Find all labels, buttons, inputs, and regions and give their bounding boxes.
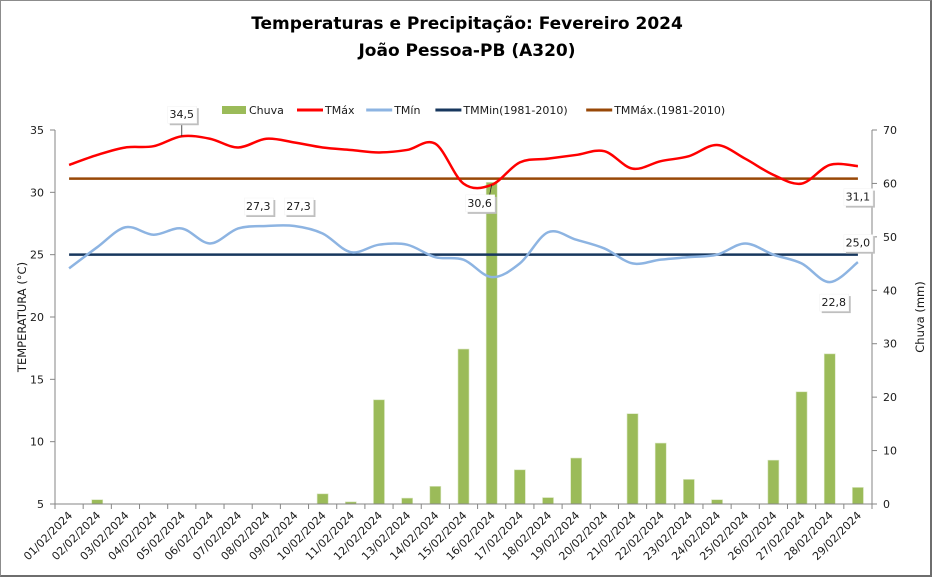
y-tick-label: 5 xyxy=(37,498,44,511)
y2-axis-title: Chuva (mm) xyxy=(913,281,927,353)
y2-tick-label: 70 xyxy=(883,124,897,137)
y2-tick-label: 50 xyxy=(883,231,897,244)
bar-chuva xyxy=(457,348,470,505)
y2-tick-label: 10 xyxy=(883,445,897,458)
bar-chuva xyxy=(91,499,104,505)
bar-chuva xyxy=(542,497,554,505)
bar-chuva xyxy=(654,442,667,505)
bar-chuva xyxy=(795,391,808,505)
data-label: 25,0 xyxy=(843,234,875,254)
y2-tick-label: 40 xyxy=(883,284,897,297)
y-tick-label: 10 xyxy=(30,436,44,449)
bar-chuva xyxy=(429,486,442,505)
leader-line xyxy=(489,184,493,195)
legend-item: TMín xyxy=(366,104,420,117)
y2-tick-label: 0 xyxy=(883,498,890,511)
y2-tick-label: 60 xyxy=(883,177,897,190)
bar-chuva xyxy=(401,497,413,505)
annotations: 34,5 27,3 27,3 30,6 31,1 25,0 22,8 xyxy=(167,105,875,314)
legend-label: TMMáx.(1981-2010) xyxy=(613,104,725,117)
label-box xyxy=(819,293,849,312)
legend-item: TMMin(1981-2010) xyxy=(435,104,568,117)
line-tm-x xyxy=(68,134,859,190)
label-box xyxy=(843,234,874,252)
y-tick-label: 20 xyxy=(30,311,44,324)
legend: Chuva TMáx TMín TMMin(1981-2010) TMMáx.(1981… xyxy=(222,104,725,117)
y-tick-label: 30 xyxy=(30,186,44,199)
data-label: 27,3 xyxy=(284,197,316,217)
data-label: 30,6 xyxy=(465,184,497,214)
label-box xyxy=(465,194,495,213)
y-tick-label: 25 xyxy=(30,249,44,262)
bar-chuva xyxy=(823,353,836,505)
label-box xyxy=(167,105,198,124)
legend-label: Chuva xyxy=(249,104,284,117)
data-label: 22,8 xyxy=(819,293,851,314)
data-label: 34,5 xyxy=(167,105,199,137)
bar-chuva xyxy=(683,479,695,505)
label-box xyxy=(284,197,314,216)
chart-subtitle: João Pessoa-PB (A320) xyxy=(357,41,575,61)
bar-chuva xyxy=(514,469,526,505)
bar-chuva xyxy=(711,499,723,505)
label-box xyxy=(244,197,274,216)
y-tick-label: 15 xyxy=(30,373,44,386)
label-text: 27,3 xyxy=(286,200,311,213)
data-label: 27,3 xyxy=(244,197,276,217)
legend-item: Chuva xyxy=(222,104,284,117)
legend-item: TMáx xyxy=(297,104,355,117)
label-text: 27,3 xyxy=(246,200,271,213)
bar-chuva xyxy=(767,459,780,505)
chart-title: Temperaturas e Precipitação: Fevereiro 2… xyxy=(251,14,683,34)
bar-chuva xyxy=(626,413,639,505)
legend-swatch xyxy=(222,106,246,114)
legend-label: TMMin(1981-2010) xyxy=(462,104,567,117)
bar-chuva xyxy=(373,399,385,505)
data-label: 31,1 xyxy=(843,188,875,208)
label-text: 25,0 xyxy=(846,237,871,250)
bar-chuva xyxy=(852,487,864,505)
legend-label: TMín xyxy=(393,104,420,117)
bars-chuva xyxy=(91,182,864,505)
bar-chuva xyxy=(316,493,329,505)
lines xyxy=(68,134,859,284)
y2-tick-label: 30 xyxy=(883,338,897,351)
bar-chuva xyxy=(485,182,498,505)
label-text: 31,1 xyxy=(846,191,871,204)
label-text: 34,5 xyxy=(170,108,195,121)
bar-chuva xyxy=(570,457,582,505)
y-tick-label: 35 xyxy=(30,124,44,137)
label-text: 30,6 xyxy=(467,197,492,210)
label-box xyxy=(843,188,874,206)
y-axis-title: TEMPERATURA (°C) xyxy=(15,262,29,373)
y2-tick-label: 20 xyxy=(883,391,897,404)
legend-label: TMáx xyxy=(324,104,355,117)
legend-item: TMMáx.(1981-2010) xyxy=(586,104,725,117)
label-text: 22,8 xyxy=(821,296,846,309)
